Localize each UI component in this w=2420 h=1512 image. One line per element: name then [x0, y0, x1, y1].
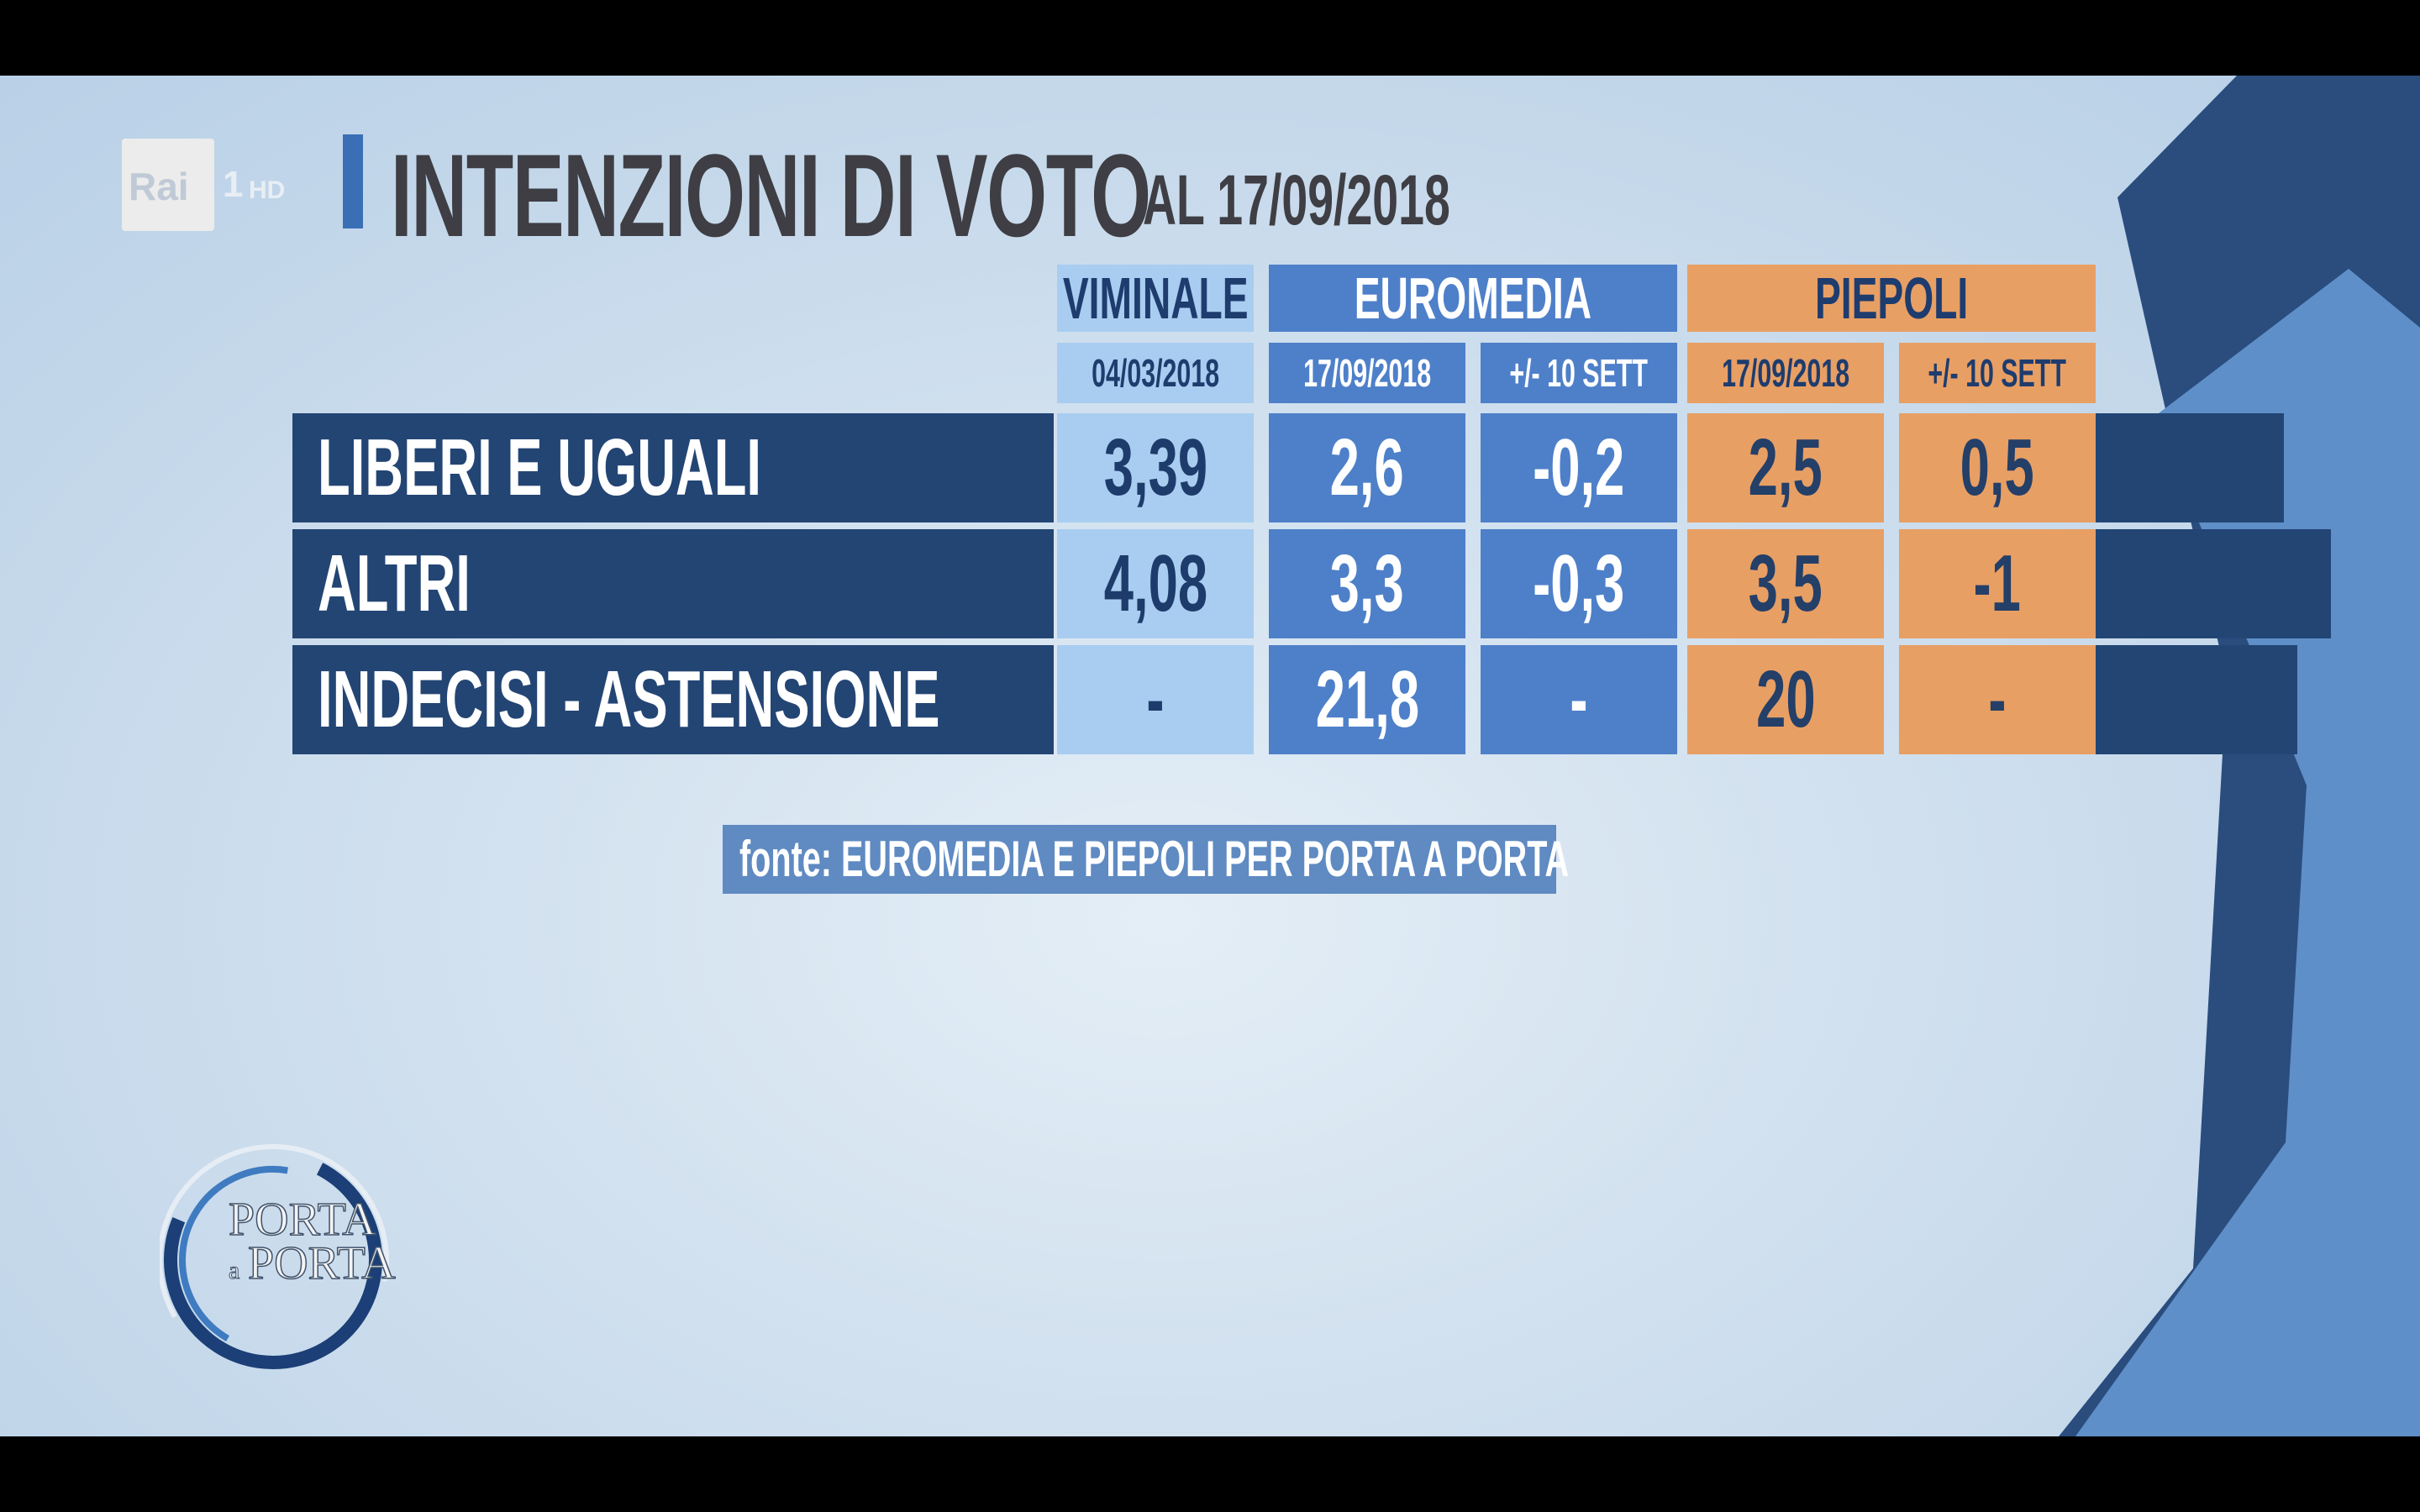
- mid-chevron-shape: [2075, 269, 2420, 1436]
- cell-value: 4,08: [1103, 538, 1207, 628]
- row-stripe-1: [2096, 413, 2284, 522]
- source-note-text: fonte: EUROMEDIA E PIEPOLI PER PORTA A P…: [739, 831, 1570, 887]
- cell-value: 2,6: [1329, 423, 1405, 512]
- rai-logo-text: Rai: [129, 165, 189, 208]
- cell-value: -: [1146, 654, 1165, 744]
- hd-badge: HD: [249, 176, 286, 204]
- page-subtitle: AL 17/09/2018: [1143, 160, 1450, 239]
- cell-euromedia-value: 21,8: [1269, 645, 1465, 754]
- logo-ring-dark: [164, 1151, 382, 1369]
- cell-value: -0,3: [1533, 538, 1625, 628]
- header-piepoli: PIEPOLI: [1687, 265, 2096, 332]
- subheader-euromedia-change: +/- 10 SETT: [1481, 343, 1677, 403]
- cell-value: 0,5: [1960, 423, 2035, 512]
- cell-value: 21,8: [1315, 654, 1419, 744]
- source-note: fonte: EUROMEDIA E PIEPOLI PER PORTA A P…: [723, 825, 1569, 894]
- cell-viminale-value: 3,39: [1057, 413, 1254, 522]
- cell-euromedia-change: -0,3: [1481, 529, 1677, 638]
- cell-piepoli-change: -1: [1899, 529, 2096, 638]
- subheader-euromedia-date: 17/09/2018: [1269, 343, 1465, 403]
- header-viminale: VIMINALE: [1057, 265, 1254, 332]
- row-label-text: INDECISI - ASTENSIONE: [318, 654, 940, 744]
- cell-euromedia-change: -: [1481, 645, 1677, 754]
- subheader-label: +/- 10 SETT: [1509, 351, 1649, 395]
- cell-piepoli-change: -: [1899, 645, 2096, 754]
- header-viminale-label: VIMINALE: [1062, 265, 1249, 331]
- cell-value: -: [1570, 654, 1588, 744]
- rai-logo: Rai: [122, 139, 214, 231]
- cell-value: 2,5: [1748, 423, 1823, 512]
- row-stripe-3: [2096, 645, 2297, 754]
- row-label-text: LIBERI E UGUALI: [318, 423, 762, 512]
- header-piepoli-label: PIEPOLI: [1814, 265, 1969, 331]
- broadcast-frame: Rai 1 HD INTENZIONI DI VOTO AL 17/09/201…: [0, 76, 2420, 1436]
- logo-connector: a: [229, 1257, 239, 1284]
- cell-value: 3,3: [1329, 538, 1405, 628]
- row-label-liberi-e-uguali: LIBERI E UGUALI: [292, 413, 1054, 522]
- cell-value: -0,2: [1533, 423, 1625, 512]
- logo-line2: PORTA: [248, 1237, 396, 1289]
- logo-line1: PORTA: [229, 1194, 376, 1246]
- cell-value: 20: [1755, 654, 1816, 744]
- row-label-indecisi-astensione: INDECISI - ASTENSIONE: [292, 645, 1054, 754]
- cell-euromedia-value: 3,3: [1269, 529, 1465, 638]
- porta-a-porta-logo: PORTA a PORTA: [160, 1144, 397, 1377]
- row-label-text: ALTRI: [318, 538, 471, 628]
- cell-value: 3,5: [1748, 538, 1823, 628]
- cell-value: -1: [1973, 538, 2022, 628]
- header-euromedia-label: EUROMEDIA: [1354, 265, 1592, 331]
- cell-piepoli-value: 20: [1687, 645, 1884, 754]
- row-label-altri: ALTRI: [292, 529, 1054, 638]
- cell-value: -: [1988, 654, 2007, 744]
- cell-value: 3,39: [1103, 423, 1207, 512]
- subheader-viminale-date: 04/03/2018: [1057, 343, 1254, 403]
- background-decoration: [2059, 76, 2420, 1436]
- page-title: INTENZIONI DI VOTO: [391, 129, 1151, 261]
- channel-number: 1: [223, 164, 244, 205]
- cell-piepoli-value: 3,5: [1687, 529, 1884, 638]
- title-accent-bar: [343, 134, 363, 228]
- cell-euromedia-value: 2,6: [1269, 413, 1465, 522]
- row-stripe-2: [2096, 529, 2331, 638]
- subheader-piepoli-date: 17/09/2018: [1687, 343, 1884, 403]
- cell-piepoli-value: 2,5: [1687, 413, 1884, 522]
- cell-viminale-value: 4,08: [1057, 529, 1254, 638]
- subheader-label: 04/03/2018: [1092, 351, 1219, 395]
- subheader-label: 17/09/2018: [1303, 351, 1431, 395]
- logo-ring-light: [160, 1144, 390, 1377]
- cell-piepoli-change: 0,5: [1899, 413, 2096, 522]
- subheader-label: +/- 10 SETT: [1928, 351, 2067, 395]
- cell-viminale-value: -: [1057, 645, 1254, 754]
- cell-euromedia-change: -0,2: [1481, 413, 1677, 522]
- header-euromedia: EUROMEDIA: [1269, 265, 1677, 332]
- subheader-label: 17/09/2018: [1722, 351, 1849, 395]
- subheader-piepoli-change: +/- 10 SETT: [1899, 343, 2096, 403]
